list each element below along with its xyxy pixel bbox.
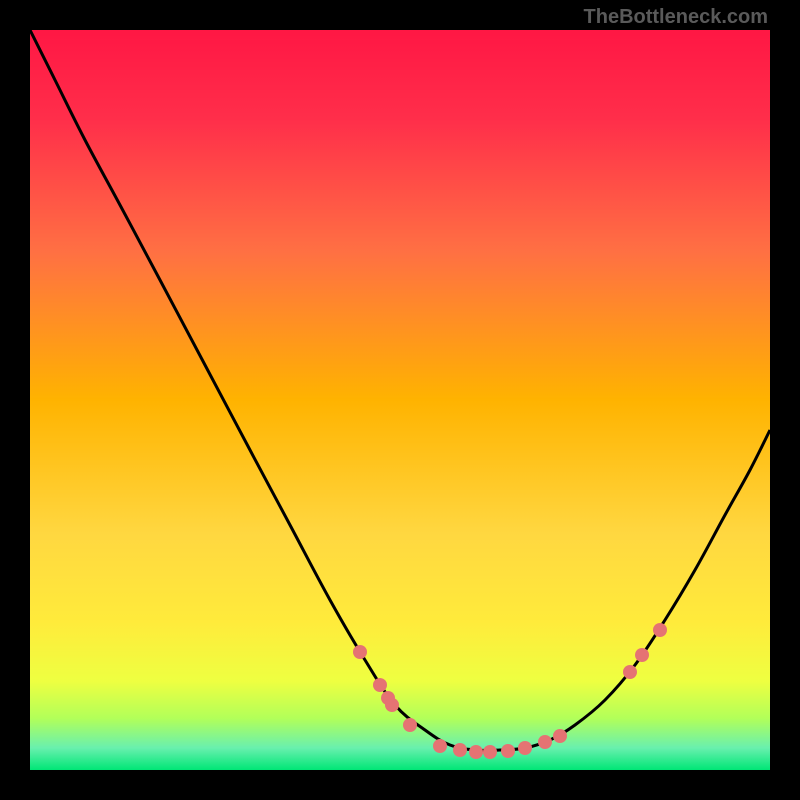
data-marker bbox=[353, 645, 367, 659]
curve-layer bbox=[30, 30, 770, 770]
data-marker bbox=[501, 744, 515, 758]
data-marker bbox=[483, 745, 497, 759]
data-marker bbox=[553, 729, 567, 743]
watermark-text: TheBottleneck.com bbox=[584, 6, 768, 29]
data-marker bbox=[453, 743, 467, 757]
data-marker bbox=[653, 623, 667, 637]
bottleneck-curve bbox=[30, 30, 770, 750]
data-markers bbox=[353, 623, 667, 759]
data-marker bbox=[433, 739, 447, 753]
data-marker bbox=[518, 741, 532, 755]
data-marker bbox=[635, 648, 649, 662]
data-marker bbox=[385, 698, 399, 712]
chart-area bbox=[30, 30, 770, 770]
data-marker bbox=[469, 745, 483, 759]
data-marker bbox=[623, 665, 637, 679]
data-marker bbox=[538, 735, 552, 749]
data-marker bbox=[403, 718, 417, 732]
data-marker bbox=[373, 678, 387, 692]
